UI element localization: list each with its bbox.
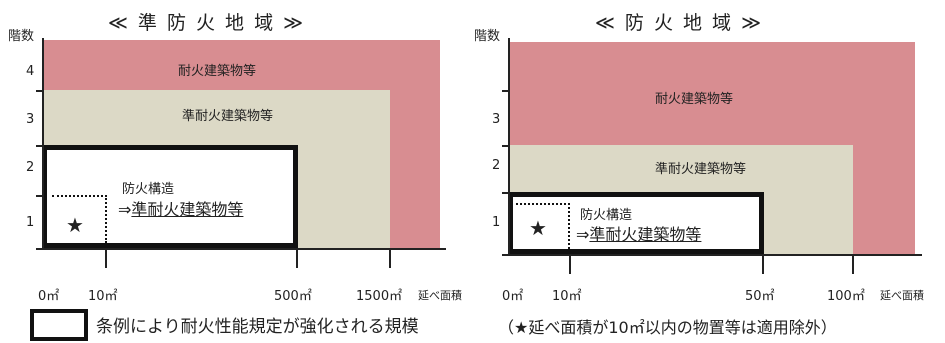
- legend-note: （★延べ面積が10㎡以内の物置等は適用除外）: [498, 318, 837, 337]
- right-x-unit: 延べ面積: [880, 289, 924, 302]
- right-x-tick-10: 10㎡: [552, 289, 582, 304]
- left-y-axis: [42, 38, 44, 250]
- right-star-icon: ★: [529, 216, 547, 240]
- right-x-tick-mark: [762, 256, 764, 274]
- left-fireproof-label: 耐火建築物等: [178, 64, 257, 79]
- left-y-tick-4: 4: [26, 64, 35, 79]
- left-x-axis: [36, 248, 446, 250]
- right-box-line1: 防火構造: [580, 208, 633, 223]
- left-x-unit: 延べ面積: [418, 289, 462, 302]
- left-y-tick-mark: [36, 90, 44, 92]
- left-arrow: ⇒: [118, 200, 132, 219]
- right-fireproof-label: 耐火建築物等: [655, 92, 734, 107]
- right-y-axis-label: 階数: [474, 29, 501, 44]
- left-quasi-label: 準耐火建築物等: [182, 109, 274, 124]
- left-y-tick-2: 2: [26, 160, 35, 175]
- left-x-tick-mark: [105, 250, 107, 268]
- left-x-tick-1500: 1500㎡: [356, 289, 403, 304]
- right-exempt-area: [516, 203, 570, 249]
- left-x-tick-500: 500㎡: [274, 289, 312, 304]
- right-x-tick-mark: [852, 256, 854, 274]
- left-exempt-area: [52, 195, 107, 243]
- right-y-axis: [508, 38, 510, 256]
- right-box-line2: ⇒準耐火建築物等: [576, 221, 701, 245]
- legend-text: 条例により耐火性能規定が強化される規模: [96, 317, 419, 337]
- right-y-tick-3: 3: [492, 112, 501, 127]
- left-box-line2: ⇒準耐火建築物等: [118, 196, 243, 220]
- right-x-axis: [502, 254, 922, 256]
- right-y-tick-mark: [502, 192, 510, 194]
- right-strengthened-box: [508, 192, 764, 254]
- right-x-tick-mark: [569, 256, 571, 274]
- right-arrow: ⇒: [576, 225, 590, 244]
- left-box-line2-text: 準耐火建築物等: [131, 200, 244, 219]
- right-x-tick-100: 100㎡: [827, 289, 865, 304]
- right-x-tick-0: 0㎡: [502, 289, 524, 304]
- left-y-tick-mark: [36, 145, 44, 147]
- legend-box-swatch: [30, 309, 88, 341]
- right-y-tick-1: 1: [492, 215, 501, 230]
- right-title: ≪ 防 火 地 域 ≫: [595, 12, 763, 34]
- left-star-icon: ★: [66, 213, 84, 237]
- right-quasi-label: 準耐火建築物等: [655, 162, 747, 177]
- left-y-axis-label: 階数: [8, 29, 35, 44]
- right-y-tick-mark: [502, 90, 510, 92]
- left-y-tick-mark: [36, 195, 44, 197]
- right-x-tick-50: 50㎡: [745, 289, 775, 304]
- right-box-line2-text: 準耐火建築物等: [589, 225, 702, 244]
- left-box-line1: 防火構造: [122, 182, 175, 197]
- left-y-tick-1: 1: [26, 215, 35, 230]
- left-x-tick-mark: [389, 250, 391, 268]
- left-x-tick-10: 10㎡: [88, 289, 118, 304]
- left-y-tick-3: 3: [26, 112, 35, 127]
- left-x-tick-mark: [296, 250, 298, 268]
- left-x-tick-0: 0㎡: [38, 289, 60, 304]
- right-y-tick-mark: [502, 145, 510, 147]
- right-y-tick-2: 2: [492, 158, 501, 173]
- left-title: ≪ 準 防 火 地 域 ≫: [108, 12, 306, 34]
